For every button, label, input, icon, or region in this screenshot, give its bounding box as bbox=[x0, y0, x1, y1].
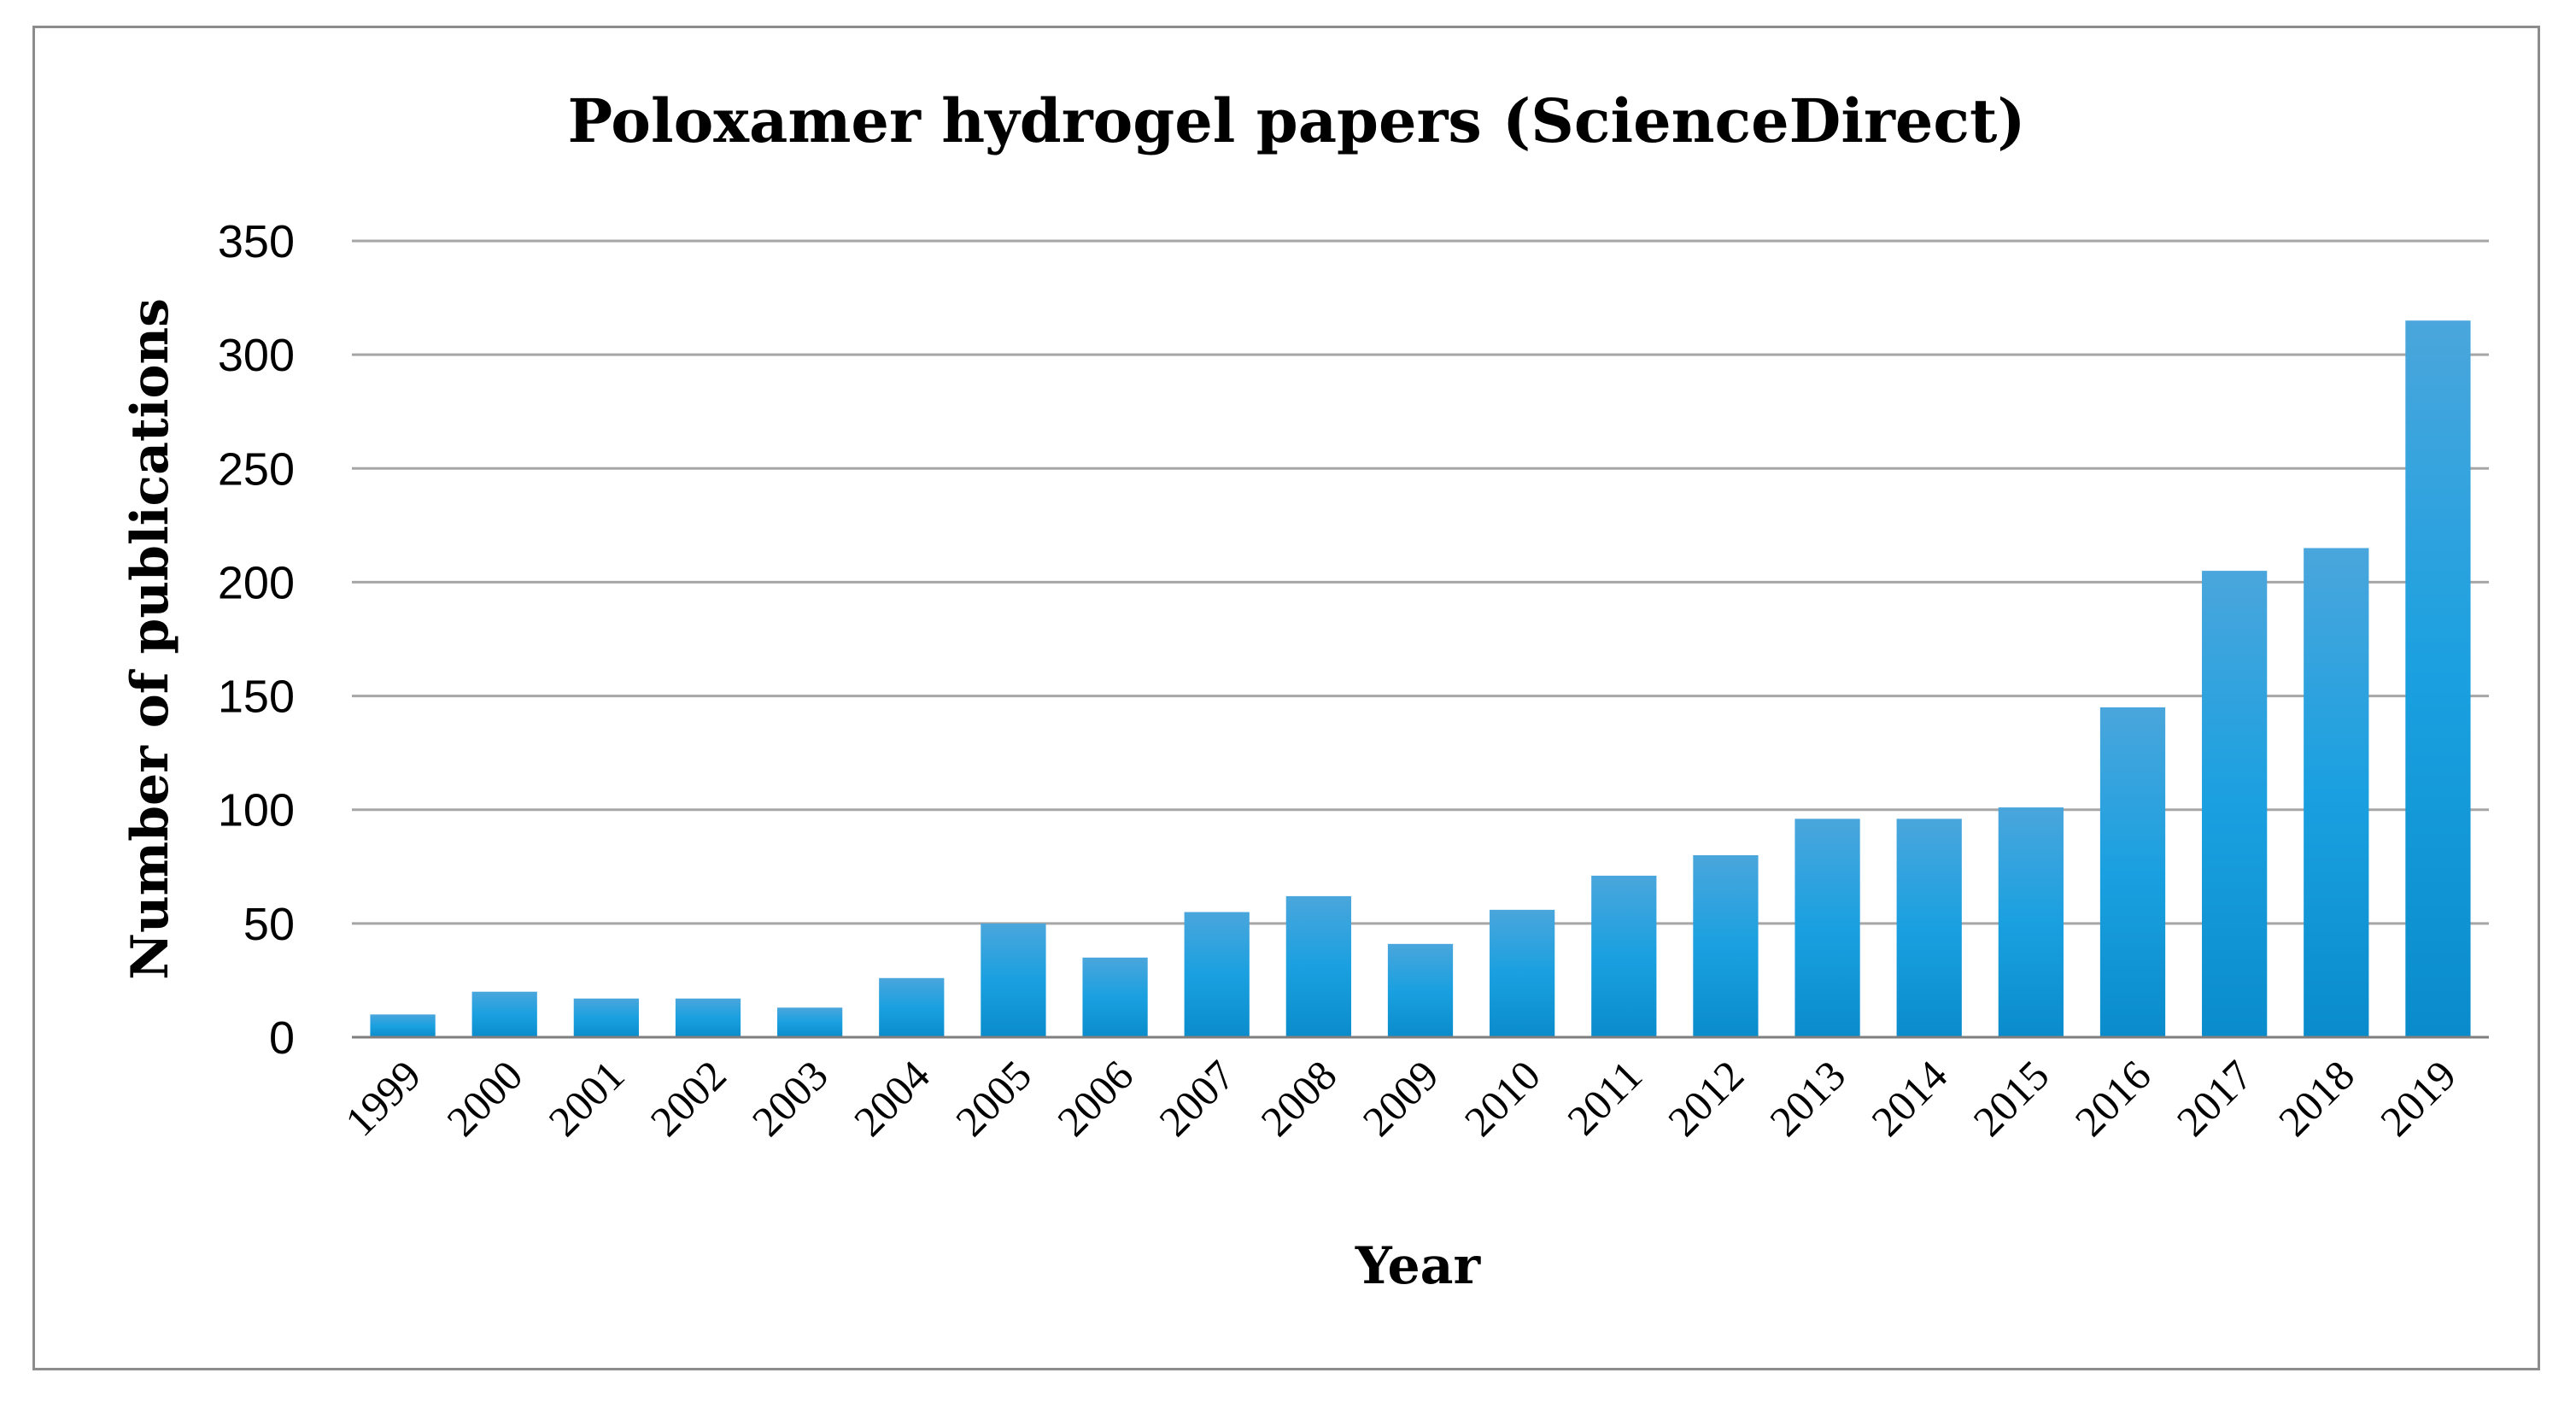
bar-2015 bbox=[1998, 807, 2064, 1037]
y-tick-label: 200 bbox=[218, 557, 295, 608]
bar-2002 bbox=[675, 998, 741, 1037]
x-tick-label: 2008 bbox=[1251, 1051, 1345, 1145]
bar-2010 bbox=[1490, 909, 1555, 1037]
x-tick-label: 2002 bbox=[641, 1051, 735, 1145]
x-tick-label: 2006 bbox=[1048, 1051, 1142, 1145]
bar-2000 bbox=[471, 991, 537, 1037]
bar-2003 bbox=[777, 1007, 843, 1037]
bar-2012 bbox=[1693, 854, 1759, 1037]
y-axis-ticks: 0 50 100 150 200 250 300 350 bbox=[218, 216, 295, 1064]
y-tick-label: 50 bbox=[243, 899, 295, 950]
x-tick-label: 2004 bbox=[845, 1051, 939, 1145]
y-tick-label: 150 bbox=[218, 672, 295, 723]
x-tick-label: 2001 bbox=[539, 1051, 633, 1145]
x-tick-label: 2019 bbox=[2371, 1051, 2465, 1145]
bar-2008 bbox=[1285, 895, 1351, 1037]
y-tick-label: 0 bbox=[269, 1012, 295, 1064]
bar-2019 bbox=[2405, 320, 2471, 1037]
bar-2018 bbox=[2304, 548, 2369, 1037]
bar-2017 bbox=[2202, 571, 2268, 1037]
gridlines bbox=[352, 239, 2489, 925]
x-tick-label: 2011 bbox=[1558, 1051, 1651, 1144]
y-tick-label: 350 bbox=[218, 216, 295, 267]
x-tick-label: 2012 bbox=[1659, 1051, 1753, 1145]
chart-frame bbox=[32, 26, 2540, 1370]
x-tick-label: 2000 bbox=[437, 1051, 531, 1145]
chart-title: Poloxamer hydrogel papers (ScienceDirect… bbox=[568, 85, 2026, 156]
y-tick-label: 100 bbox=[218, 785, 295, 836]
x-tick-label: 2014 bbox=[1862, 1051, 1956, 1145]
x-tick-label: 2009 bbox=[1353, 1051, 1447, 1145]
x-tick-label: 1999 bbox=[336, 1051, 430, 1145]
x-tick-label: 2017 bbox=[2168, 1051, 2262, 1145]
bar-2013 bbox=[1794, 818, 1860, 1037]
bar-2011 bbox=[1591, 875, 1657, 1037]
bar-2006 bbox=[1082, 957, 1148, 1037]
bar-2005 bbox=[981, 923, 1046, 1037]
bar-2004 bbox=[879, 977, 945, 1037]
y-tick-label: 250 bbox=[218, 443, 295, 495]
bar-2016 bbox=[2099, 707, 2166, 1037]
bar-2009 bbox=[1387, 943, 1454, 1037]
x-tick-label: 2016 bbox=[2065, 1051, 2159, 1145]
x-tick-label: 2018 bbox=[2269, 1051, 2363, 1145]
x-tick-label: 2015 bbox=[1964, 1051, 2058, 1145]
bar-2001 bbox=[573, 998, 639, 1037]
y-axis-title: Number of publications bbox=[120, 298, 180, 980]
x-tick-label: 2003 bbox=[743, 1051, 837, 1145]
bar-1999 bbox=[370, 1014, 436, 1037]
bar-2007 bbox=[1184, 912, 1250, 1037]
y-tick-label: 300 bbox=[218, 330, 295, 381]
x-tick-label: 2007 bbox=[1150, 1051, 1244, 1145]
x-tick-label: 2005 bbox=[946, 1051, 1040, 1145]
bar-2014 bbox=[1896, 818, 1962, 1037]
x-tick-label: 2010 bbox=[1455, 1051, 1549, 1145]
x-tick-label: 2013 bbox=[1760, 1051, 1854, 1145]
x-axis-title: Year bbox=[1355, 1236, 1482, 1296]
bars bbox=[370, 320, 2471, 1037]
x-axis-ticks: 1999 2000 2001 2002 2003 2004 2005 2006 2007 2008… bbox=[336, 1051, 2465, 1145]
